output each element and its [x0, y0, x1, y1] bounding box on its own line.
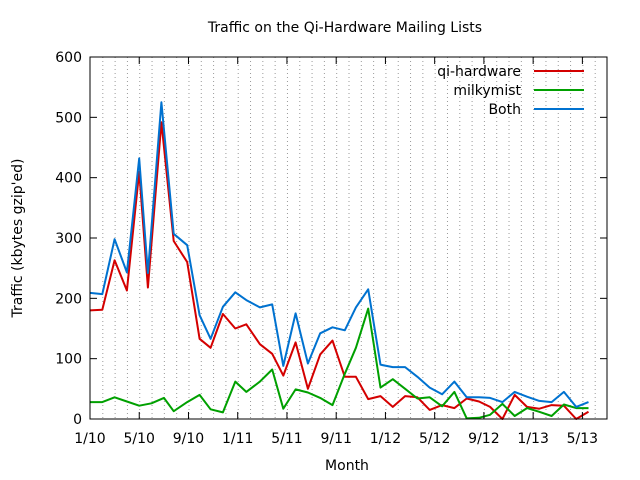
y-tick-label: 200	[55, 291, 82, 307]
x-tick-label: 1/10	[74, 431, 105, 447]
legend-label-both: Both	[488, 102, 521, 118]
x-tick-label: 9/12	[468, 431, 499, 447]
y-tick-label: 500	[55, 110, 82, 126]
grid	[102, 57, 596, 419]
y-tick-label: 300	[55, 231, 82, 247]
series-line-both	[89, 101, 589, 408]
legend-label-qi-hardware: qi-hardware	[437, 64, 521, 80]
plot-area	[89, 101, 590, 420]
y-tick-label: 600	[55, 50, 82, 66]
x-tick-label: 5/10	[124, 431, 155, 447]
series-line-qi-hardware	[89, 121, 590, 420]
y-tick-label: 0	[73, 412, 82, 428]
x-tick-label: 5/11	[271, 431, 302, 447]
y-tick-label: 100	[55, 352, 82, 368]
y-tick-label: 400	[55, 171, 82, 187]
series-line-milkymist	[90, 307, 589, 420]
x-tick-label: 9/11	[320, 431, 351, 447]
x-tick-label: 5/13	[567, 431, 598, 447]
y-axis-label: Traffic (kbytes gzip'ed)	[10, 159, 26, 319]
x-tick-label: 1/13	[517, 431, 548, 447]
legend-label-milkymist: milkymist	[453, 83, 521, 99]
x-tick-label: 5/12	[419, 431, 450, 447]
chart-title: Traffic on the Qi-Hardware Mailing Lists	[207, 20, 482, 36]
x-tick-label: 9/10	[173, 431, 204, 447]
legend: qi-hardware milkymist Both	[437, 64, 584, 118]
axes: 0 100 200 300 400 500 600 1/10 5/10 9/10 1/11 5/11 9…	[55, 50, 607, 447]
x-tick-label: 1/12	[370, 431, 401, 447]
x-axis-label: Month	[325, 458, 369, 474]
x-tick-label: 1/11	[222, 431, 253, 447]
